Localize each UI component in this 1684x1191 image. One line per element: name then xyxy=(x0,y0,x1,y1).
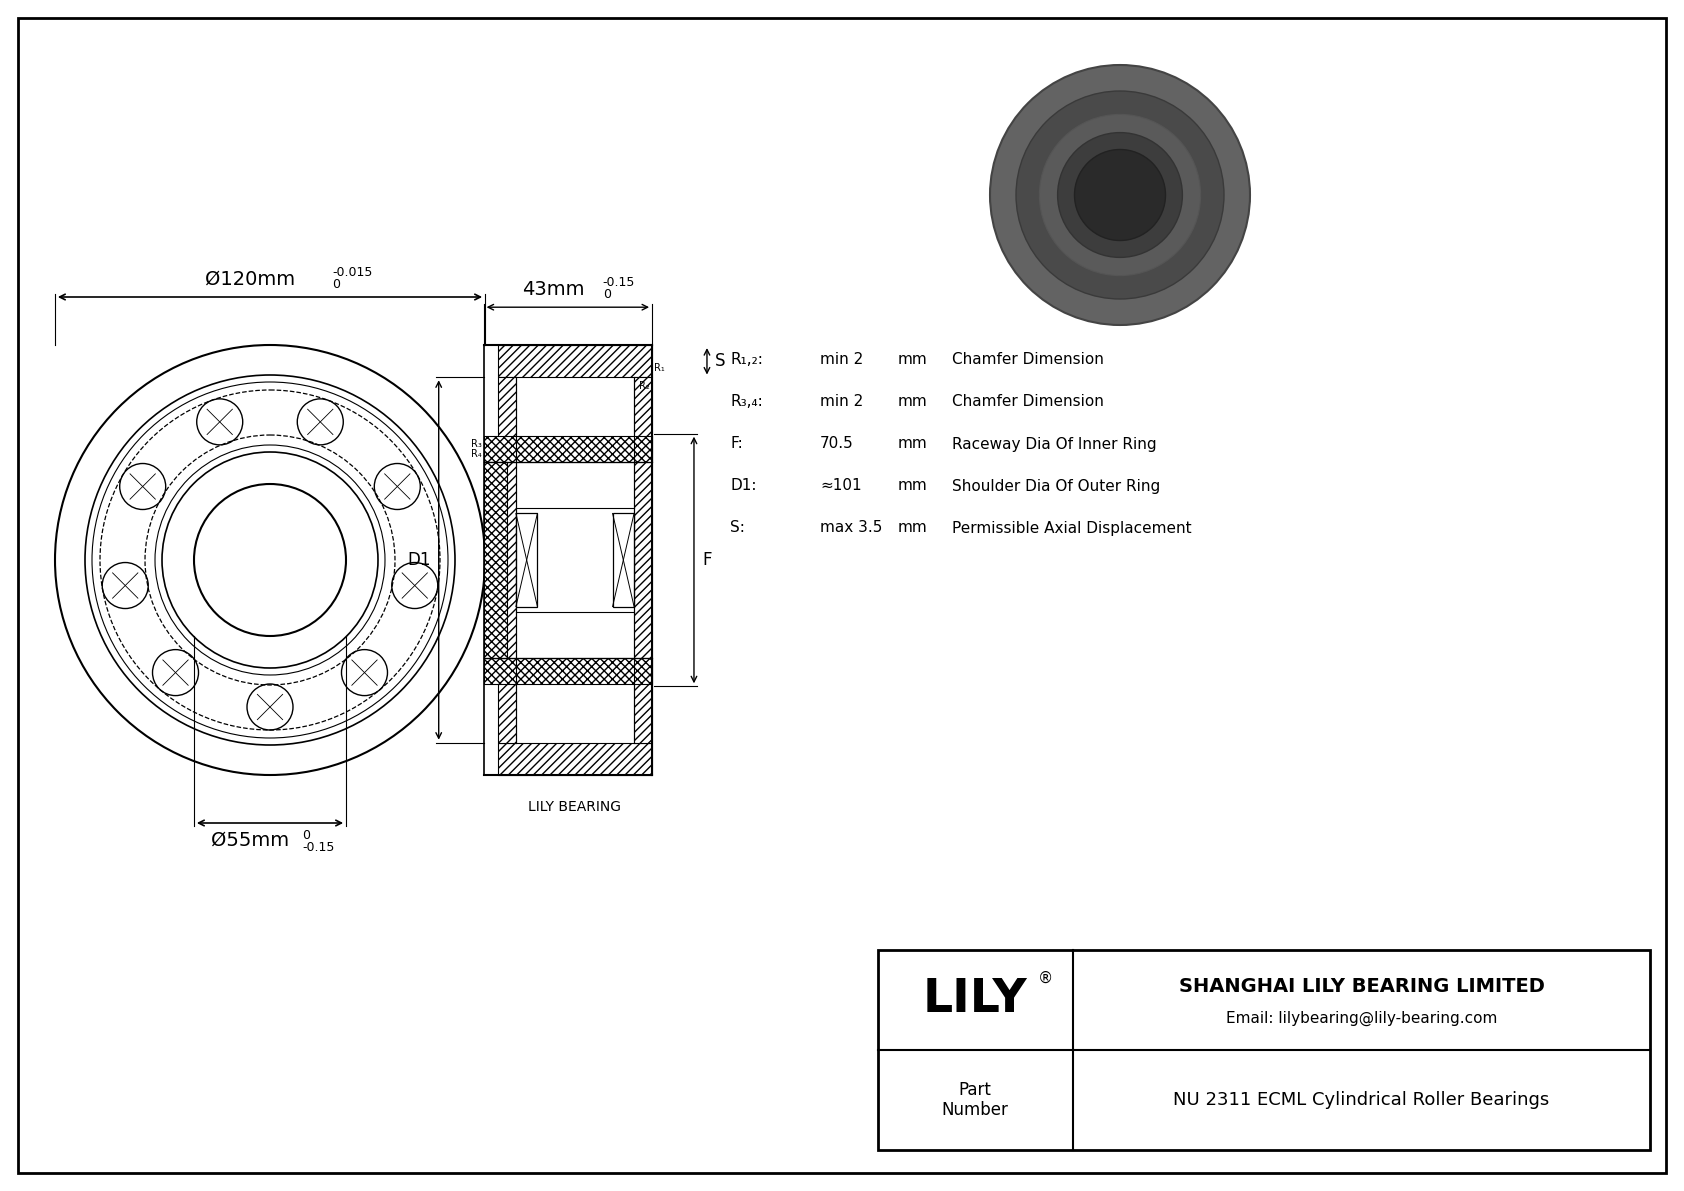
Bar xyxy=(613,513,635,606)
Bar xyxy=(498,742,652,775)
Text: min 2: min 2 xyxy=(820,394,864,410)
Text: mm: mm xyxy=(898,436,928,451)
Bar xyxy=(483,462,507,659)
Text: max 3.5: max 3.5 xyxy=(820,520,882,536)
Text: min 2: min 2 xyxy=(820,353,864,368)
Text: 70.5: 70.5 xyxy=(820,436,854,451)
Text: S:: S: xyxy=(729,520,744,536)
Text: Ø55mm: Ø55mm xyxy=(210,831,290,850)
Circle shape xyxy=(153,649,199,696)
Text: Shoulder Dia Of Outer Ring: Shoulder Dia Of Outer Ring xyxy=(951,479,1160,493)
Text: Raceway Dia Of Inner Ring: Raceway Dia Of Inner Ring xyxy=(951,436,1157,451)
Text: 0: 0 xyxy=(301,829,310,842)
Bar xyxy=(498,378,515,742)
Text: Ø120mm: Ø120mm xyxy=(205,270,295,289)
Text: mm: mm xyxy=(898,520,928,536)
Text: R₁,₂:: R₁,₂: xyxy=(729,353,763,368)
Text: R₃,₄:: R₃,₄: xyxy=(729,394,763,410)
Circle shape xyxy=(248,684,293,730)
Text: ®: ® xyxy=(1039,971,1054,985)
Text: Permissible Axial Displacement: Permissible Axial Displacement xyxy=(951,520,1192,536)
Text: F:: F: xyxy=(729,436,743,451)
Circle shape xyxy=(120,463,165,510)
Circle shape xyxy=(1039,114,1201,275)
Text: LILY BEARING: LILY BEARING xyxy=(529,800,621,813)
Text: R₄: R₄ xyxy=(472,449,482,459)
Bar xyxy=(877,950,1650,1151)
Text: NU 2311 ECML Cylindrical Roller Bearings: NU 2311 ECML Cylindrical Roller Bearings xyxy=(1174,1091,1549,1109)
Text: F: F xyxy=(702,551,711,569)
Text: D1: D1 xyxy=(408,551,431,569)
Text: Email: lilybearing@lily-bearing.com: Email: lilybearing@lily-bearing.com xyxy=(1226,1010,1497,1025)
Text: R₁: R₁ xyxy=(653,363,665,374)
Bar xyxy=(635,378,652,742)
Circle shape xyxy=(1058,132,1182,257)
Text: -0.15: -0.15 xyxy=(603,276,635,289)
Text: R₂: R₂ xyxy=(640,381,650,392)
Text: 0: 0 xyxy=(332,278,340,291)
Text: mm: mm xyxy=(898,479,928,493)
Bar xyxy=(483,436,652,462)
Bar xyxy=(498,345,652,378)
Text: LILY: LILY xyxy=(923,978,1027,1023)
Text: mm: mm xyxy=(898,353,928,368)
Circle shape xyxy=(342,649,387,696)
Circle shape xyxy=(374,463,421,510)
Text: SHANGHAI LILY BEARING LIMITED: SHANGHAI LILY BEARING LIMITED xyxy=(1179,977,1544,996)
Text: Chamfer Dimension: Chamfer Dimension xyxy=(951,394,1105,410)
Text: Part
Number: Part Number xyxy=(941,1080,1009,1120)
Bar xyxy=(483,659,652,684)
Circle shape xyxy=(392,562,438,609)
Circle shape xyxy=(298,399,344,445)
Text: 43mm: 43mm xyxy=(522,280,584,299)
Circle shape xyxy=(197,399,242,445)
Text: ≈101: ≈101 xyxy=(820,479,862,493)
Circle shape xyxy=(990,66,1250,325)
Text: S: S xyxy=(716,353,726,370)
Text: -0.15: -0.15 xyxy=(301,841,335,854)
Text: mm: mm xyxy=(898,394,928,410)
Text: R₃: R₃ xyxy=(472,439,482,449)
Text: 0: 0 xyxy=(603,288,611,301)
Text: Chamfer Dimension: Chamfer Dimension xyxy=(951,353,1105,368)
Circle shape xyxy=(1015,91,1224,299)
Bar xyxy=(515,513,537,606)
Text: -0.015: -0.015 xyxy=(332,266,372,279)
Circle shape xyxy=(103,562,148,609)
Circle shape xyxy=(1074,150,1165,241)
Text: D1:: D1: xyxy=(729,479,756,493)
